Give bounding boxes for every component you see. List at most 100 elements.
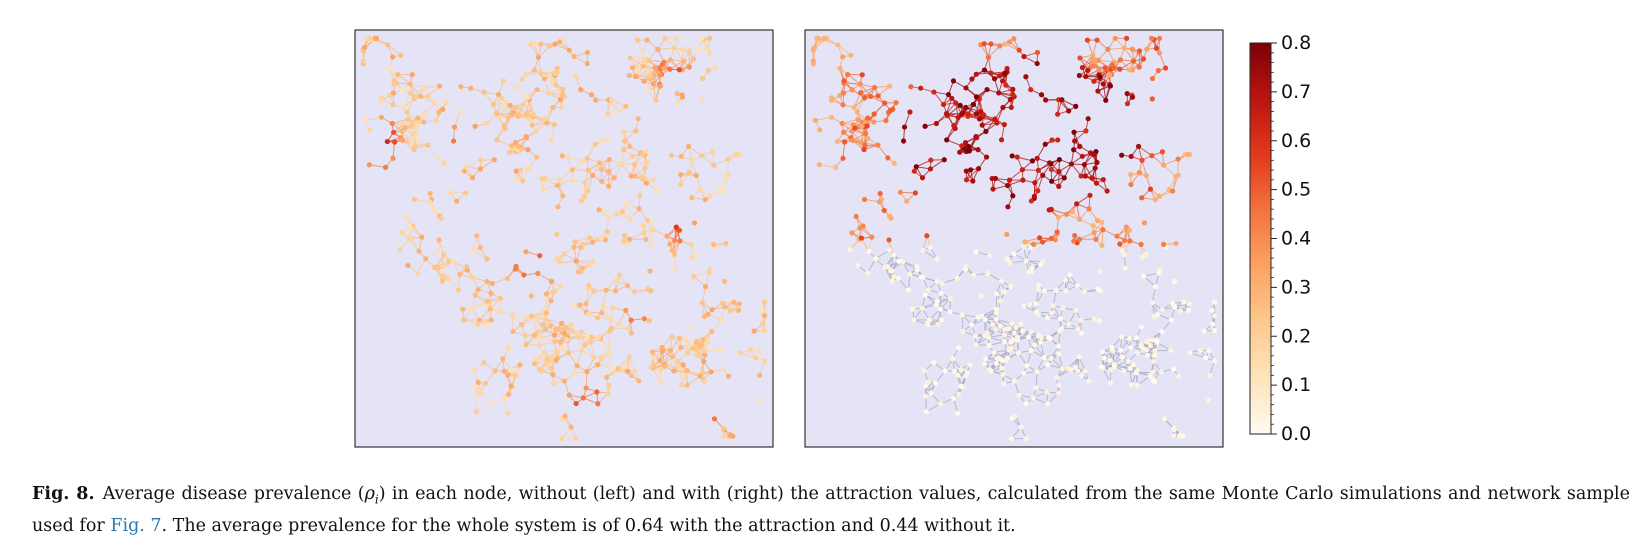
node — [1077, 55, 1083, 61]
node — [688, 241, 694, 247]
node — [1038, 339, 1044, 345]
colorbar: 0.8 0.7 0.6 0.5 0.4 0.3 0.2 0.1 0.0 — [1249, 32, 1311, 445]
node — [959, 111, 965, 117]
node — [501, 368, 508, 374]
node — [857, 81, 863, 87]
node — [704, 339, 710, 345]
node — [953, 100, 959, 106]
colorbar-tick-label: 0.2 — [1281, 325, 1311, 347]
node — [957, 102, 963, 108]
node — [558, 345, 564, 351]
node — [1205, 397, 1212, 403]
node — [523, 71, 529, 77]
node — [384, 138, 390, 145]
node — [842, 139, 848, 145]
node — [823, 35, 830, 41]
node — [1054, 229, 1060, 235]
node — [1180, 433, 1186, 439]
node — [868, 93, 874, 100]
node — [659, 344, 665, 351]
node — [512, 139, 519, 146]
node — [871, 119, 877, 125]
node — [891, 273, 897, 280]
node — [1105, 46, 1111, 52]
node — [979, 313, 985, 319]
node — [701, 358, 707, 365]
node — [671, 45, 677, 51]
node — [988, 41, 994, 47]
node — [981, 332, 988, 338]
node — [1078, 330, 1084, 336]
node — [971, 272, 977, 278]
node — [705, 67, 711, 74]
node — [1170, 188, 1176, 194]
node — [650, 227, 656, 233]
node — [998, 278, 1005, 284]
node — [973, 111, 980, 117]
node — [1151, 313, 1158, 320]
node — [1044, 315, 1051, 321]
node — [506, 391, 512, 397]
node — [885, 155, 891, 161]
node — [644, 159, 650, 166]
node — [1084, 37, 1091, 43]
node — [548, 298, 554, 304]
node — [487, 401, 494, 407]
node — [1034, 60, 1040, 67]
colorbar-tick-label: 0.6 — [1281, 130, 1311, 152]
node — [392, 139, 398, 145]
node — [1107, 380, 1114, 386]
node — [834, 138, 840, 145]
node — [1091, 316, 1097, 322]
node — [397, 247, 403, 253]
node — [607, 328, 613, 334]
node — [573, 400, 579, 407]
node — [1210, 321, 1216, 327]
node — [680, 58, 687, 64]
node — [499, 95, 505, 101]
node — [418, 93, 424, 100]
node — [702, 284, 709, 290]
node — [578, 87, 584, 93]
node — [1066, 108, 1072, 114]
node — [622, 138, 628, 144]
node — [911, 317, 917, 323]
fig7-link[interactable]: Fig. 7 — [110, 515, 162, 536]
node — [1011, 251, 1017, 257]
node — [1129, 46, 1135, 52]
node — [547, 43, 553, 49]
node — [1133, 334, 1139, 341]
node — [628, 372, 635, 379]
node — [1155, 67, 1161, 74]
node — [595, 334, 602, 341]
node — [1100, 81, 1107, 87]
node — [1061, 175, 1067, 181]
node — [631, 288, 638, 295]
node — [488, 290, 494, 296]
node — [993, 310, 999, 316]
node — [669, 247, 675, 253]
node — [552, 41, 558, 47]
node — [699, 153, 705, 159]
node — [1121, 368, 1127, 374]
node — [615, 366, 621, 372]
node — [987, 253, 993, 259]
node — [943, 110, 950, 117]
node — [1019, 167, 1025, 173]
node — [1004, 231, 1010, 238]
node — [405, 262, 411, 268]
node — [519, 322, 525, 328]
node — [510, 328, 516, 335]
node — [1103, 97, 1109, 103]
node — [641, 78, 647, 84]
node — [973, 71, 979, 77]
node — [988, 70, 994, 76]
node — [549, 365, 555, 371]
node — [1139, 195, 1145, 201]
node — [1168, 347, 1174, 354]
node — [531, 360, 538, 367]
node — [534, 86, 540, 93]
node — [1045, 334, 1052, 341]
node — [1127, 335, 1133, 342]
node — [1117, 66, 1123, 72]
